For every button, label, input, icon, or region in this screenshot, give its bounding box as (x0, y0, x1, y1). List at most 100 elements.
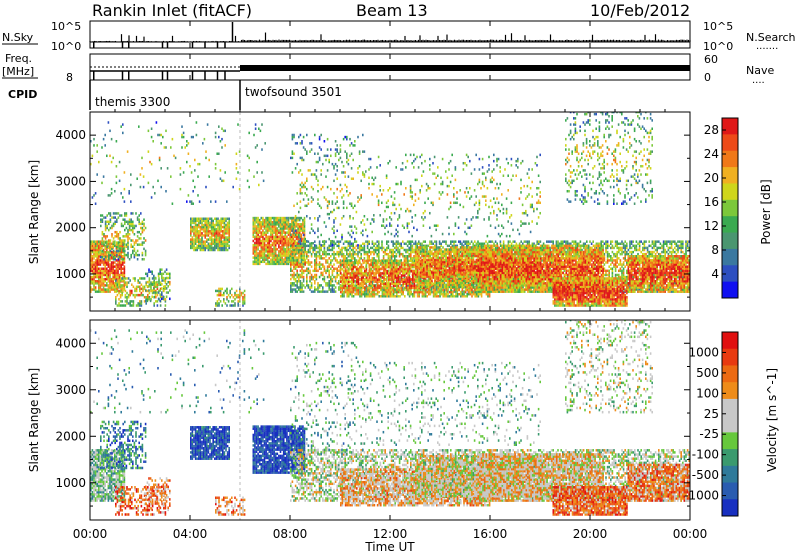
range-gate-cell (373, 257, 375, 260)
range-gate-cell (443, 240, 446, 243)
range-gate-cell (293, 288, 295, 291)
range-gate-cell (394, 255, 396, 258)
range-gate-cell (298, 227, 301, 230)
range-gate-cell (355, 248, 358, 252)
range-gate-cell (295, 256, 298, 259)
range-gate-cell (326, 259, 329, 262)
range-gate-cell (406, 250, 409, 254)
range-gate-cell (317, 269, 319, 273)
range-gate-cell (366, 257, 369, 260)
range-gate-cell (254, 235, 256, 239)
range-gate-cell (334, 277, 337, 281)
range-gate-cell (99, 261, 102, 264)
range-gate-cell (320, 255, 322, 258)
range-gate-cell (140, 291, 143, 295)
range-gate-cell (371, 259, 374, 262)
range-gate-cell (102, 273, 105, 277)
range-gate-cell (202, 234, 205, 237)
range-gate-cell (282, 235, 285, 239)
range-gate-cell (257, 260, 259, 264)
range-gate-cell (290, 265, 292, 268)
range-gate-cell (116, 253, 118, 257)
range-gate-cell (199, 240, 202, 243)
range-gate-cell (292, 235, 295, 239)
range-gate-cell (309, 271, 311, 275)
range-gate-cell (302, 279, 305, 283)
date-title: 10/Feb/2012 (590, 1, 690, 20)
range-gate-cell (104, 273, 106, 277)
range-gate-cell (273, 225, 275, 228)
range-gate-cell (102, 290, 105, 293)
range-gate-cell (301, 273, 303, 277)
range-gate-cell (242, 298, 244, 301)
range-gate-cell (378, 261, 380, 264)
range-gate-cell (218, 232, 221, 235)
range-gate-cell (307, 267, 310, 270)
range-gate-cell (552, 240, 554, 243)
range-gate-cell (124, 300, 127, 303)
range-gate-cell (263, 237, 266, 241)
nsearch-label: N.Search (746, 31, 796, 44)
range-gate-cell (289, 223, 291, 226)
count-tick-high-right: 10^5 (703, 20, 733, 33)
range-gate-cell (300, 237, 303, 241)
range-gate-cell (282, 241, 285, 245)
range-gate-cell (262, 229, 264, 232)
range-gate-cell (128, 233, 131, 236)
range-gate-cell (338, 288, 340, 291)
range-gate-cell (202, 230, 205, 233)
range-gate-cell (274, 216, 277, 220)
range-gate-cell (226, 225, 229, 229)
range-gate-cell (295, 241, 298, 245)
range-gate-cell (210, 248, 213, 252)
range-gate-cell (314, 279, 316, 283)
range-gate-cell (268, 241, 271, 245)
range-gate-cell (296, 248, 298, 252)
range-gate-cell (312, 277, 314, 281)
range-gate-cell (163, 285, 165, 289)
range-gate-cell (220, 219, 222, 223)
range-gate-cell (108, 255, 110, 259)
range-gate-cell (293, 275, 295, 279)
range-gate-cell (298, 254, 301, 257)
range-gate-cell (96, 282, 98, 285)
range-gate-cell (110, 242, 113, 245)
range-gate-cell (109, 218, 112, 221)
range-gate-cell (210, 238, 213, 241)
range-gate-cell (93, 252, 95, 256)
range-gate-cell (281, 250, 283, 253)
range-gate-cell (298, 233, 301, 236)
range-gate-cell (270, 233, 272, 236)
range-gate-cell (416, 242, 418, 245)
range-gate-cell (242, 304, 244, 307)
range-gate-cell (137, 302, 139, 305)
range-gate-cell (143, 222, 145, 226)
range-gate-cell (292, 233, 295, 236)
range-gate-cell (114, 286, 116, 289)
range-gate-cell (104, 277, 106, 281)
range-gate-cell (360, 244, 362, 248)
range-gate-cell (405, 242, 407, 245)
range-gate-cell (214, 227, 216, 231)
range-gate-cell (382, 250, 385, 254)
range-gate-cell (223, 217, 226, 220)
range-gate-cell (91, 257, 94, 260)
range-gate-cell (216, 302, 219, 305)
range-gate-cell (309, 248, 311, 252)
range-gate-cell (254, 245, 256, 249)
range-gate-cell (109, 220, 112, 224)
range-gate-cell (100, 220, 102, 224)
range-gate-cell (263, 231, 266, 234)
range-gate-cell (284, 225, 287, 228)
range-gate-cell (117, 241, 120, 244)
range-gate-cell (307, 263, 310, 266)
range-gate-cell (115, 279, 117, 282)
range-gate-cell (295, 231, 298, 234)
range-gate-cell (127, 253, 129, 257)
range-gate-cell (262, 245, 264, 249)
range-gate-cell (156, 293, 159, 297)
range-gate-cell (193, 230, 195, 233)
range-gate-cell (301, 271, 303, 275)
range-gate-cell (320, 273, 322, 277)
range-gate-cell (217, 248, 219, 252)
